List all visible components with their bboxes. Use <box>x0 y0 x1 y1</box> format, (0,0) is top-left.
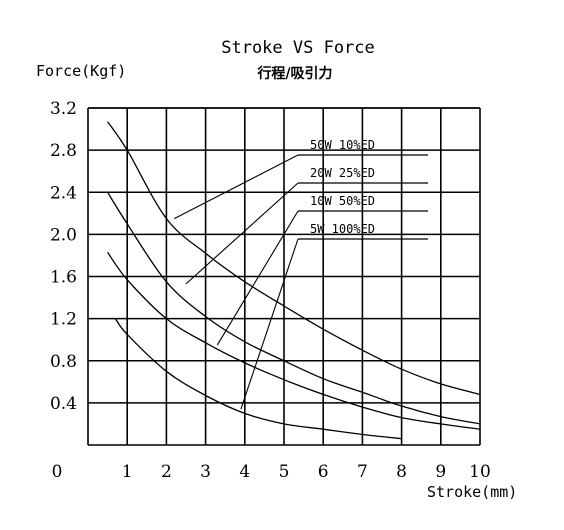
legend-callout: 20W 25%ED <box>185 166 428 285</box>
chart-title: Stroke VS Force <box>221 38 375 58</box>
x-tick-label: 2 <box>161 462 172 482</box>
y-tick-label: 1.2 <box>50 310 77 330</box>
x-tick-label: 10 <box>469 462 491 482</box>
x-tick-label: 1 <box>122 462 133 482</box>
y-tick-label: 2.0 <box>50 225 77 245</box>
y-tick-label: 3.2 <box>50 99 77 119</box>
legend-leader-line <box>216 210 299 346</box>
series-line <box>107 191 481 425</box>
series-line <box>114 318 402 440</box>
x-tick-label: 3 <box>200 462 211 482</box>
force-curves <box>107 121 481 440</box>
series-line <box>107 121 481 396</box>
y-axis-label: Force(Kgf) <box>36 62 126 80</box>
x-tick-label: 7 <box>357 462 368 482</box>
legend-callout: 10W 50%ED <box>216 194 428 346</box>
x-tick-label: 9 <box>435 462 446 482</box>
axis-tick-labels: 1 2 3 4 5 6 7 8 9 10 0.4 0.8 1.2 1.6 2.0 2.4 2.8 3.2 <box>50 99 491 482</box>
x-axis-label: Stroke(mm) <box>427 483 517 501</box>
legend-callout: 50W 10%ED <box>173 138 428 220</box>
x-tick-label: 8 <box>396 462 407 482</box>
origin-label: 0 <box>52 462 63 482</box>
y-tick-label: 0.4 <box>50 394 77 414</box>
legend-leader-line <box>185 182 299 285</box>
x-tick-label: 6 <box>318 462 329 482</box>
legend-callout: 5W 100%ED <box>240 222 428 410</box>
legend-label: 20W 25%ED <box>310 166 375 180</box>
x-tick-label: 4 <box>239 462 250 482</box>
series-line <box>107 251 481 430</box>
legend-leader-line <box>240 238 299 410</box>
y-tick-label: 0.8 <box>50 352 77 372</box>
legend-label: 50W 10%ED <box>310 138 375 152</box>
y-tick-label: 2.8 <box>50 141 77 161</box>
legend-label: 5W 100%ED <box>310 222 375 236</box>
x-tick-label: 5 <box>279 462 290 482</box>
y-tick-label: 1.6 <box>50 268 77 288</box>
grid <box>87 107 481 446</box>
legend-label: 10W 50%ED <box>310 194 375 208</box>
chart-subtitle: 行程/吸引力 <box>256 65 332 82</box>
legend-callouts: 50W 10%ED 20W 25%ED 10W 50%ED 5W 100%ED <box>173 138 428 410</box>
y-tick-label: 2.4 <box>50 183 77 203</box>
legend-leader-line <box>173 154 299 220</box>
